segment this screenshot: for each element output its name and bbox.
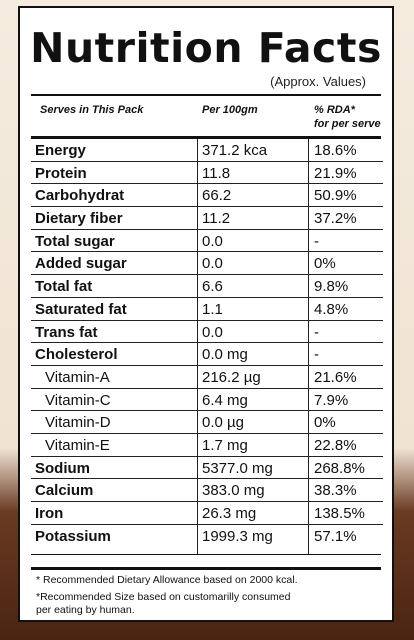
header-top-rule [31, 94, 381, 96]
nutrition-label: Nutrition Facts (Approx. Values) Serves … [18, 6, 394, 622]
nutrient-value: 0.0 mg [202, 346, 248, 364]
nutrient-value: 5377.0 mg [202, 459, 273, 477]
table-row: Trans fat 0.0 - [31, 321, 383, 344]
nutrient-value: 1.7 mg [202, 436, 248, 454]
nutrient-name: Carbohydrat [35, 187, 125, 205]
nutrient-rda: 7.9% [314, 391, 349, 409]
nutrient-value: 26.3 mg [202, 505, 257, 522]
nutrient-value: 0.0 µg [202, 414, 245, 432]
nutrient-value: 1999.3 mg [202, 527, 273, 545]
header-rda-note: for per serve [314, 118, 381, 130]
nutrient-name: Calcium [35, 482, 94, 500]
header-per-100gm: Per 100gm [202, 104, 258, 116]
nutrient-name: Dietary fiber [35, 210, 123, 228]
header-rda: % RDA* [314, 104, 355, 116]
table-row: Vitamin-A 216.2 µg 21.6% [31, 366, 383, 389]
nutrient-name: Vitamin-D [45, 414, 111, 432]
nutrient-name: Protein [35, 164, 87, 182]
nutrient-value: 66.2 [202, 187, 232, 205]
nutrient-rda: 9.8% [314, 278, 349, 296]
nutrient-rda: 38.3% [314, 482, 357, 500]
column-divider-1 [197, 139, 198, 554]
nutrient-rda: 21.6% [314, 368, 357, 386]
table-row: Saturated fat 1.1 4.8% [31, 298, 383, 321]
nutrient-name: Total fat [35, 278, 93, 296]
table-row: Vitamin-D 0.0 µg 0% [31, 411, 383, 434]
nutrient-name: Cholesterol [35, 346, 118, 364]
nutrient-value: 11.8 [202, 164, 231, 182]
nutrient-table: Energy 371.2 kca 18.6% Protein 11.8 21.9% Carb… [31, 139, 383, 547]
nutrient-name: Vitamin-E [45, 436, 110, 454]
nutrient-name: Vitamin-A [45, 368, 110, 386]
nutrient-rda: 0% [314, 255, 336, 273]
nutrient-rda: 22.8% [314, 436, 357, 454]
nutrient-rda: - [314, 232, 319, 250]
footnote-serving-line1: *Recommended Size based on customarilly … [36, 591, 291, 603]
nutrient-value: 6.4 mg [202, 391, 248, 409]
table-row: Sodium 5377.0 mg 268.8% [31, 457, 383, 480]
table-row: Vitamin-E 1.7 mg 22.8% [31, 434, 383, 457]
table-row: Potassium 1999.3 mg 57.1% [31, 525, 383, 548]
nutrient-name: Total sugar [35, 232, 115, 250]
nutrient-rda: 268.8% [314, 459, 365, 477]
nutrient-rda: 0% [314, 414, 336, 432]
footnote-serving-line2: per eating by human. [36, 604, 135, 616]
nutrient-value: 0.0 [202, 255, 223, 273]
header-bottom-rule [31, 136, 381, 139]
table-row: Dietary fiber 11.2 37.2% [31, 207, 383, 230]
nutrient-name: Iron [35, 505, 64, 522]
nutrient-name: Saturated fat [35, 300, 127, 318]
nutrient-value: 371.2 kca [202, 142, 268, 159]
nutrient-name: Trans fat [35, 323, 98, 341]
nutrient-value: 0.0 [202, 323, 223, 341]
nutrient-name: Added sugar [35, 255, 127, 273]
footnote-rda: * Recommended Dietary Allowance based on… [36, 574, 298, 586]
nutrient-rda: - [314, 323, 319, 341]
nutrient-value: 1.1 [202, 300, 223, 318]
table-row: Added sugar 0.0 0% [31, 252, 383, 276]
table-row: Total fat 6.6 9.8% [31, 275, 383, 298]
nutrient-rda: 21.9% [314, 164, 357, 182]
table-row: Iron 26.3 mg 138.5% [31, 502, 383, 525]
nutrient-value: 11.2 [202, 210, 231, 228]
nutrient-rda: 138.5% [314, 505, 365, 522]
table-row: Carbohydrat 66.2 50.9% [31, 184, 383, 208]
table-row: Total sugar 0.0 - [31, 230, 383, 253]
table-row: Energy 371.2 kca 18.6% [31, 139, 383, 162]
label-title: Nutrition Facts [30, 24, 382, 72]
nutrient-rda: 50.9% [314, 187, 357, 205]
nutrient-value: 6.6 [202, 278, 223, 296]
nutrient-rda: 57.1% [314, 527, 357, 545]
table-row: Cholesterol 0.0 mg - [31, 343, 383, 366]
table-row: Vitamin-C 6.4 mg 7.9% [31, 389, 383, 412]
nutrient-rda: 4.8% [314, 300, 349, 318]
nutrient-value: 383.0 mg [202, 482, 265, 500]
nutrient-rda: 37.2% [314, 210, 357, 228]
column-divider-2 [308, 139, 309, 554]
table-row: Calcium 383.0 mg 38.3% [31, 479, 383, 502]
footer-top-rule [31, 567, 381, 570]
nutrient-rda: 18.6% [314, 142, 357, 159]
nutrient-name: Potassium [35, 527, 111, 545]
table-row: Protein 11.8 21.9% [31, 162, 383, 185]
label-subtitle: (Approx. Values) [270, 74, 366, 89]
nutrient-name: Energy [35, 142, 86, 159]
nutrient-name: Sodium [35, 459, 90, 477]
header-serves: Serves in This Pack [40, 104, 144, 116]
nutrient-value: 216.2 µg [202, 368, 261, 386]
nutrient-value: 0.0 [202, 232, 223, 250]
table-bottom-rule [31, 554, 381, 555]
nutrient-rda: - [314, 346, 319, 364]
nutrient-name: Vitamin-C [45, 391, 111, 409]
